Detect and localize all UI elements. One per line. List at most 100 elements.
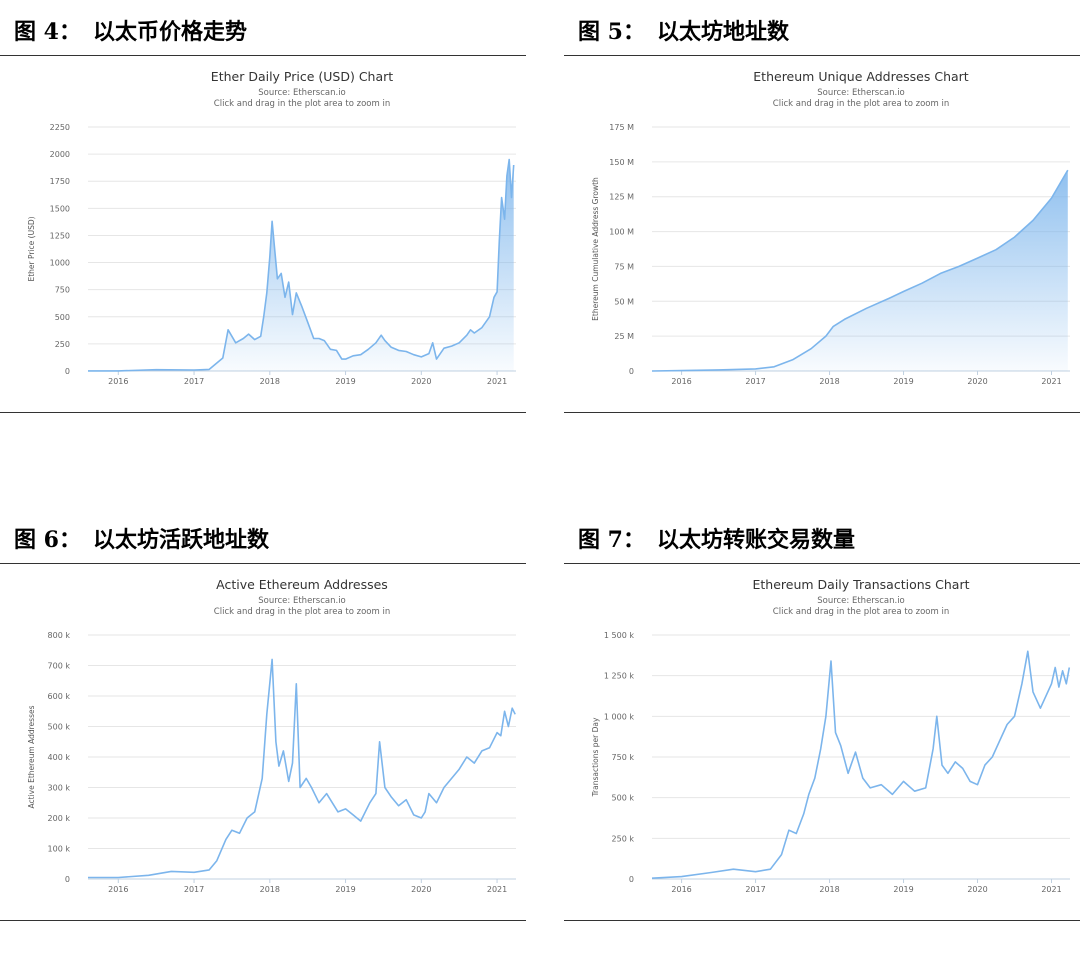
x-tick-label: 2017	[184, 377, 204, 386]
y-tick-label: 175 M	[609, 123, 634, 132]
x-tick-label: 2016	[108, 377, 128, 386]
chart-subtitle: Source: Etherscan.io	[817, 88, 905, 98]
y-tick-label: 700 k	[48, 662, 71, 671]
series-line	[88, 658, 516, 879]
bottom-rule	[0, 412, 526, 413]
chart-container-active-addresses[interactable]: Active Ethereum Addresses Source: Ethersc…	[0, 565, 526, 923]
y-tick-label: 0	[629, 367, 634, 376]
chart-title: Ethereum Daily Transactions Chart	[753, 577, 970, 592]
series-line	[651, 169, 1069, 372]
chart-subtitle: Click and drag in the plot area to zoom …	[214, 99, 390, 109]
y-tick-label: 800 k	[48, 631, 71, 640]
y-tick-label: 1000	[50, 259, 70, 268]
x-tick-label: 2018	[819, 377, 839, 386]
price-chart[interactable]: Ether Daily Price (USD) Chart Source: Eth…	[0, 57, 526, 411]
figure-caption: 图 4： 以太币价格走势	[0, 8, 526, 56]
figure-caption: 图 5： 以太坊地址数	[564, 8, 1080, 56]
y-tick-label: 400 k	[48, 753, 71, 762]
y-tick-label: 250 k	[612, 834, 635, 843]
x-tick-label: 2019	[893, 885, 913, 894]
x-tick-label: 2021	[487, 885, 507, 894]
transactions-chart[interactable]: Ethereum Daily Transactions Chart Source:…	[564, 565, 1080, 919]
x-tick-label: 2018	[819, 885, 839, 894]
figure-title: 以太坊活跃地址数	[92, 527, 269, 553]
x-tick-label: 2021	[487, 377, 507, 386]
series-line	[651, 650, 1071, 879]
y-tick-label: 1500	[50, 204, 70, 213]
x-tick-label: 2020	[411, 377, 431, 386]
active-addresses-chart[interactable]: Active Ethereum Addresses Source: Ethersc…	[0, 565, 526, 919]
figure-panel-price: 图 4： 以太币价格走势 Ether Daily Price (USD) Char…	[0, 8, 526, 413]
figure-number: 图 4：	[14, 19, 81, 45]
x-tick-label: 2017	[745, 377, 765, 386]
x-tick-label: 2017	[745, 885, 765, 894]
figure-number: 图 6：	[14, 527, 81, 553]
series-area	[88, 159, 514, 371]
chart-subtitle: Click and drag in the plot area to zoom …	[773, 99, 949, 109]
unique-addresses-chart[interactable]: Ethereum Unique Addresses Chart Source: E…	[564, 57, 1080, 411]
x-tick-label: 2017	[184, 885, 204, 894]
figure-title: 以太币价格走势	[92, 19, 247, 45]
y-tick-label: 2000	[50, 150, 70, 159]
figure-number: 图 5：	[578, 19, 645, 45]
figure-panel-active-addresses: 图 6： 以太坊活跃地址数 Active Ethereum Addresses So…	[0, 516, 526, 921]
y-tick-label: 0	[65, 367, 70, 376]
y-tick-label: 0	[65, 875, 70, 884]
x-tick-label: 2021	[1041, 885, 1061, 894]
bottom-rule	[564, 412, 1080, 413]
series-line	[88, 158, 515, 372]
figure-caption: 图 7： 以太坊转账交易数量	[564, 516, 1080, 564]
x-tick-label: 2016	[671, 885, 691, 894]
y-axis-label: Active Ethereum Addresses	[27, 705, 36, 808]
y-tick-label: 750 k	[612, 753, 635, 762]
y-tick-label: 1750	[50, 177, 70, 186]
y-tick-label: 0	[629, 875, 634, 884]
x-tick-label: 2018	[260, 377, 280, 386]
y-tick-label: 200 k	[48, 814, 71, 823]
y-tick-label: 50 M	[614, 297, 634, 306]
chart-subtitle: Click and drag in the plot area to zoom …	[773, 607, 949, 617]
y-axis-label: Ethereum Cumulative Address Growth	[591, 177, 600, 321]
x-tick-label: 2019	[335, 885, 355, 894]
chart-subtitle: Source: Etherscan.io	[817, 596, 905, 606]
x-tick-label: 2019	[893, 377, 913, 386]
series-area	[652, 170, 1068, 371]
y-tick-label: 125 M	[609, 193, 634, 202]
y-tick-label: 500 k	[612, 794, 635, 803]
x-tick-label: 2020	[411, 885, 431, 894]
y-tick-label: 500	[55, 313, 70, 322]
chart-container-price[interactable]: Ether Daily Price (USD) Chart Source: Eth…	[0, 57, 526, 415]
y-tick-label: 750	[55, 286, 70, 295]
x-tick-label: 2020	[967, 885, 987, 894]
y-tick-label: 2250	[50, 123, 70, 132]
bottom-rule	[0, 920, 526, 921]
chart-title: Active Ethereum Addresses	[216, 577, 388, 592]
figure-title: 以太坊转账交易数量	[656, 527, 855, 553]
x-tick-label: 2016	[671, 377, 691, 386]
y-tick-label: 1250	[50, 231, 70, 240]
y-tick-label: 500 k	[48, 723, 71, 732]
y-tick-label: 300 k	[48, 784, 71, 793]
y-tick-label: 100 k	[48, 845, 71, 854]
y-axis-label: Transactions per Day	[591, 717, 600, 797]
x-tick-label: 2020	[967, 377, 987, 386]
chart-title: Ether Daily Price (USD) Chart	[211, 69, 393, 84]
y-tick-label: 150 M	[609, 158, 634, 167]
chart-container-unique-addresses[interactable]: Ethereum Unique Addresses Chart Source: E…	[564, 57, 1080, 415]
figure-panel-transactions: 图 7： 以太坊转账交易数量 Ethereum Daily Transaction…	[564, 516, 1080, 921]
y-tick-label: 100 M	[609, 228, 634, 237]
x-tick-label: 2018	[260, 885, 280, 894]
figure-number: 图 7：	[578, 527, 645, 553]
bottom-rule	[564, 920, 1080, 921]
x-tick-label: 2016	[108, 885, 128, 894]
x-tick-label: 2021	[1041, 377, 1061, 386]
chart-subtitle: Click and drag in the plot area to zoom …	[214, 607, 390, 617]
y-tick-label: 75 M	[614, 262, 634, 271]
figure-panel-unique-addresses: 图 5： 以太坊地址数 Ethereum Unique Addresses Cha…	[564, 8, 1080, 413]
chart-subtitle: Source: Etherscan.io	[258, 596, 346, 606]
figure-title: 以太坊地址数	[656, 19, 789, 45]
y-tick-label: 1 250 k	[604, 672, 634, 681]
chart-container-transactions[interactable]: Ethereum Daily Transactions Chart Source:…	[564, 565, 1080, 923]
y-tick-label: 1 000 k	[604, 712, 634, 721]
y-axis-label: Ether Price (USD)	[27, 216, 36, 281]
